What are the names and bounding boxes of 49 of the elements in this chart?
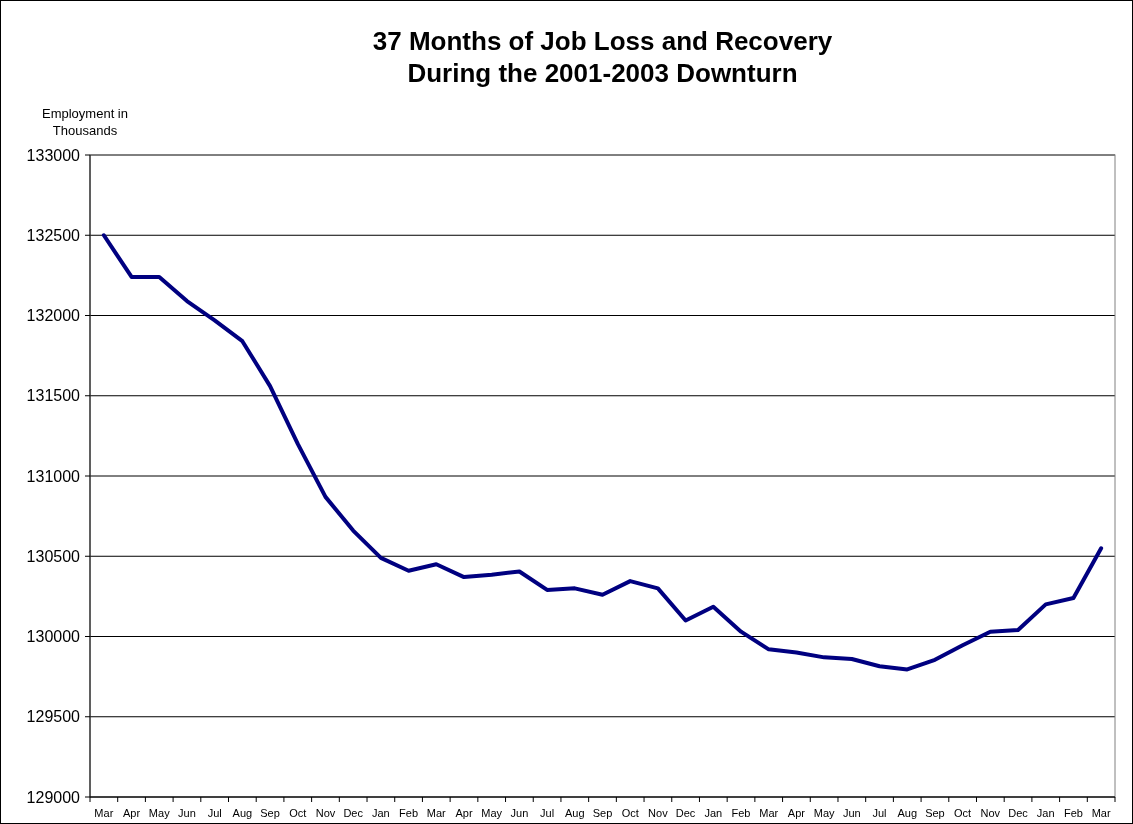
y-axis-title: Employment in Thousands: [42, 106, 128, 138]
y-tick-label: 133000: [26, 146, 81, 164]
x-tick-label: Sep: [260, 807, 280, 819]
y-tick-label: 132000: [26, 307, 81, 325]
x-tick-label: Feb: [1063, 807, 1083, 819]
x-tick-label: Apr: [787, 807, 806, 819]
x-tick-label: Jul: [872, 807, 887, 819]
x-tick-label: Mar: [94, 807, 114, 819]
x-tick-label: Dec: [1008, 807, 1029, 819]
y-tick-label: 129500: [26, 708, 81, 726]
x-tick-label: May: [813, 807, 836, 819]
x-tick-label: Jun: [178, 807, 196, 819]
y-tick-label: 130000: [26, 628, 81, 646]
x-tick-label: Nov: [648, 807, 669, 819]
x-tick-label: Mar: [759, 807, 779, 819]
x-tick-label: Sep: [925, 807, 945, 819]
x-tick-label: Aug: [565, 807, 585, 819]
x-tick-label: Nov: [315, 807, 336, 819]
x-tick-label: Jan: [1036, 807, 1055, 819]
x-tick-label: Feb: [399, 807, 419, 819]
x-tick-label: May: [148, 807, 171, 819]
x-tick-label: Oct: [289, 807, 307, 819]
x-tick-label: Jul: [540, 807, 555, 819]
x-tick-label: Aug: [232, 807, 253, 819]
x-tick-label: Oct: [621, 807, 639, 819]
chart-title: 37 Months of Job Loss and Recovery During the 2001-2003 Downturn: [372, 26, 833, 88]
x-tick-label: May: [481, 807, 503, 819]
x-tick-label: Jun: [842, 807, 861, 819]
x-tick-label: Mar: [426, 807, 447, 819]
x-tick-label: Nov: [980, 807, 1001, 819]
x-tick-label: Feb: [731, 807, 751, 819]
x-tick-label: Jan: [372, 807, 390, 819]
x-tick-label: Sep: [592, 807, 613, 819]
x-tick-label: Jan: [704, 807, 723, 819]
x-tick-label: Jun: [510, 807, 529, 819]
x-tick-label: Dec: [343, 807, 364, 819]
y-tick-label: 130500: [26, 547, 81, 565]
x-tick-label: Aug: [897, 807, 918, 819]
y-tick-label: 132500: [26, 226, 81, 244]
y-tick-label: 131500: [26, 387, 81, 405]
x-tick-label: Jul: [207, 807, 222, 819]
x-tick-label: Mar: [1091, 807, 1111, 819]
x-tick-label: Apr: [455, 807, 473, 819]
line-series: [101, 233, 1104, 672]
x-tick-label: Dec: [675, 807, 696, 819]
y-tick-label: 129000: [26, 788, 81, 806]
x-tick-label: Apr: [122, 807, 141, 819]
y-tick-label: 131000: [26, 467, 81, 485]
x-tick-label: Oct: [954, 807, 972, 819]
